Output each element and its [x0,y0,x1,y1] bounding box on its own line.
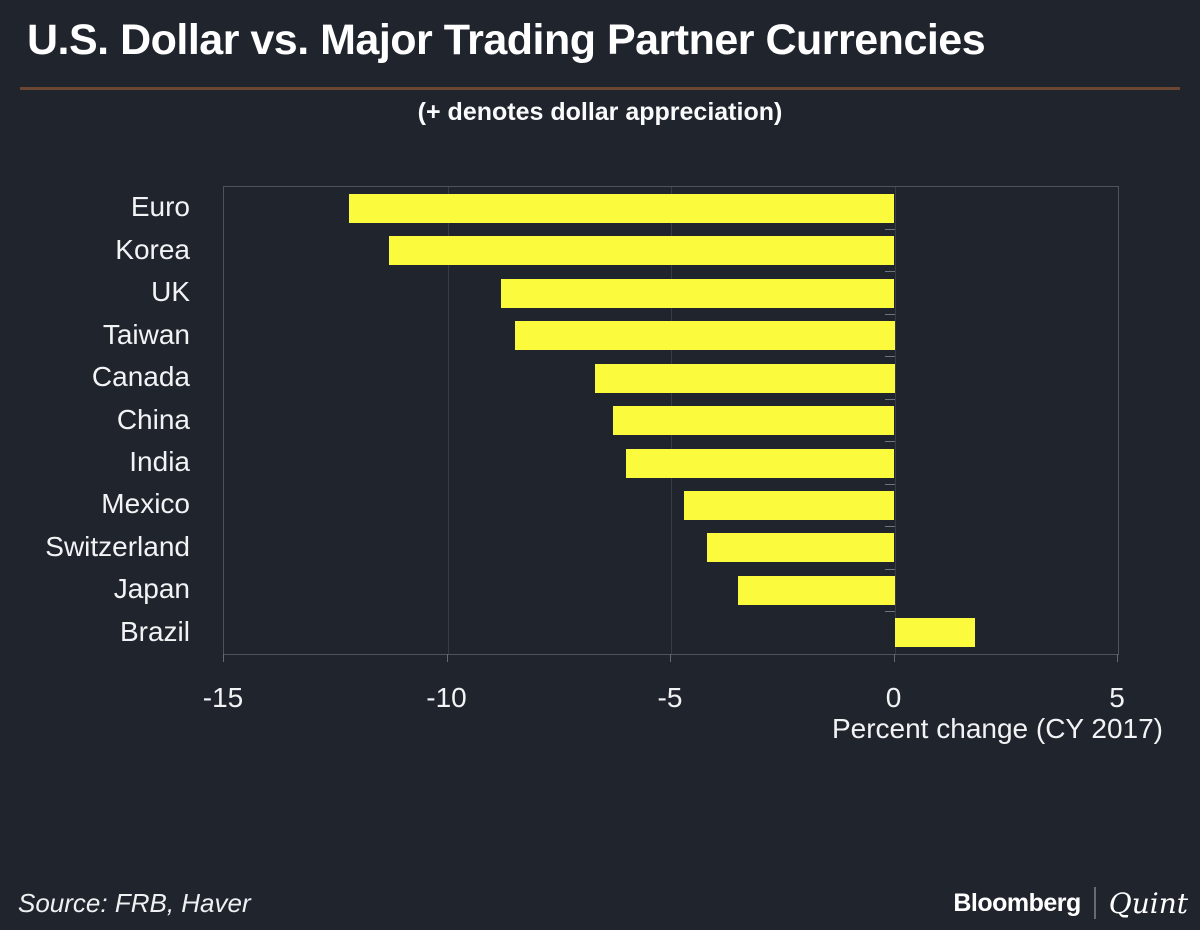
zero-axis-tick [884,229,895,230]
bar-mexico [684,490,895,520]
x-tick-label--10: -10 [426,682,467,713]
zero-axis-tick [884,271,895,273]
logo-divider [1093,887,1096,919]
plot-area [223,186,1119,655]
bar-switzerland [706,533,895,563]
bar-brazil [894,618,975,648]
bar-euro [349,193,895,223]
source-credit: Source: FRB, Haver [18,888,251,918]
x-axis-title: Percent change (CY 2017) [831,713,1163,744]
axis-tick--5 [670,654,671,662]
category-label-china: China [116,403,190,435]
category-label-brazil: Brazil [119,615,190,647]
zero-axis-tick [884,611,895,612]
axis-tick--15 [223,654,224,662]
category-label-mexico: Mexico [101,488,190,520]
bar-japan [738,575,895,605]
category-label-switzerland: Switzerland [45,530,190,562]
zero-axis-tick [884,398,895,400]
zero-axis-tick [884,568,895,570]
category-axis: Euro Korea UK Taiwan Canada China India Mexico S… [0,186,190,653]
category-label-taiwan: Taiwan [102,318,190,350]
title-divider [20,87,1180,90]
x-tick-label--5: -5 [657,682,683,713]
x-axis-tick-labels: -15 -10 -5 0 5 [203,682,1125,716]
category-label-japan: Japan [113,573,190,605]
chart-title: U.S. Dollar vs. Major Trading Partner Cu… [27,16,986,64]
bar-korea [389,236,895,266]
x-axis-ticks [223,654,1118,663]
axis-tick--10 [446,654,448,662]
axis-tick-5 [1117,654,1118,662]
zero-axis-tick [884,526,895,528]
category-label-euro: Euro [130,191,190,223]
zero-axis-tick [884,483,895,485]
category-label-uk: UK [151,276,190,308]
zero-axis-tick [884,313,895,315]
x-tick-label-5: 5 [1109,682,1125,713]
category-label-india: India [129,445,190,477]
zero-axis-tick [884,441,895,443]
quint-logo: Quint [1108,886,1188,920]
category-label-korea: Korea [115,233,190,265]
gridline-x-0 [894,187,896,654]
bloomberg-logo: Bloomberg [953,888,1081,917]
chart-subtitle: (+ denotes dollar appreciation) [417,98,783,126]
bar-uk [501,278,895,308]
x-tick-label--15: -15 [202,682,244,713]
brand-logo: Bloomberg Quint [953,884,1188,922]
gridline-x--10 [447,187,449,654]
category-label-canada: Canada [91,361,190,393]
bar-india [626,448,895,478]
zero-axis-tick [884,356,895,358]
bar-china [612,406,895,435]
axis-tick-0 [893,654,895,662]
x-tick-label-0: 0 [885,682,902,713]
bar-taiwan [514,321,895,351]
bar-canada [595,363,895,393]
